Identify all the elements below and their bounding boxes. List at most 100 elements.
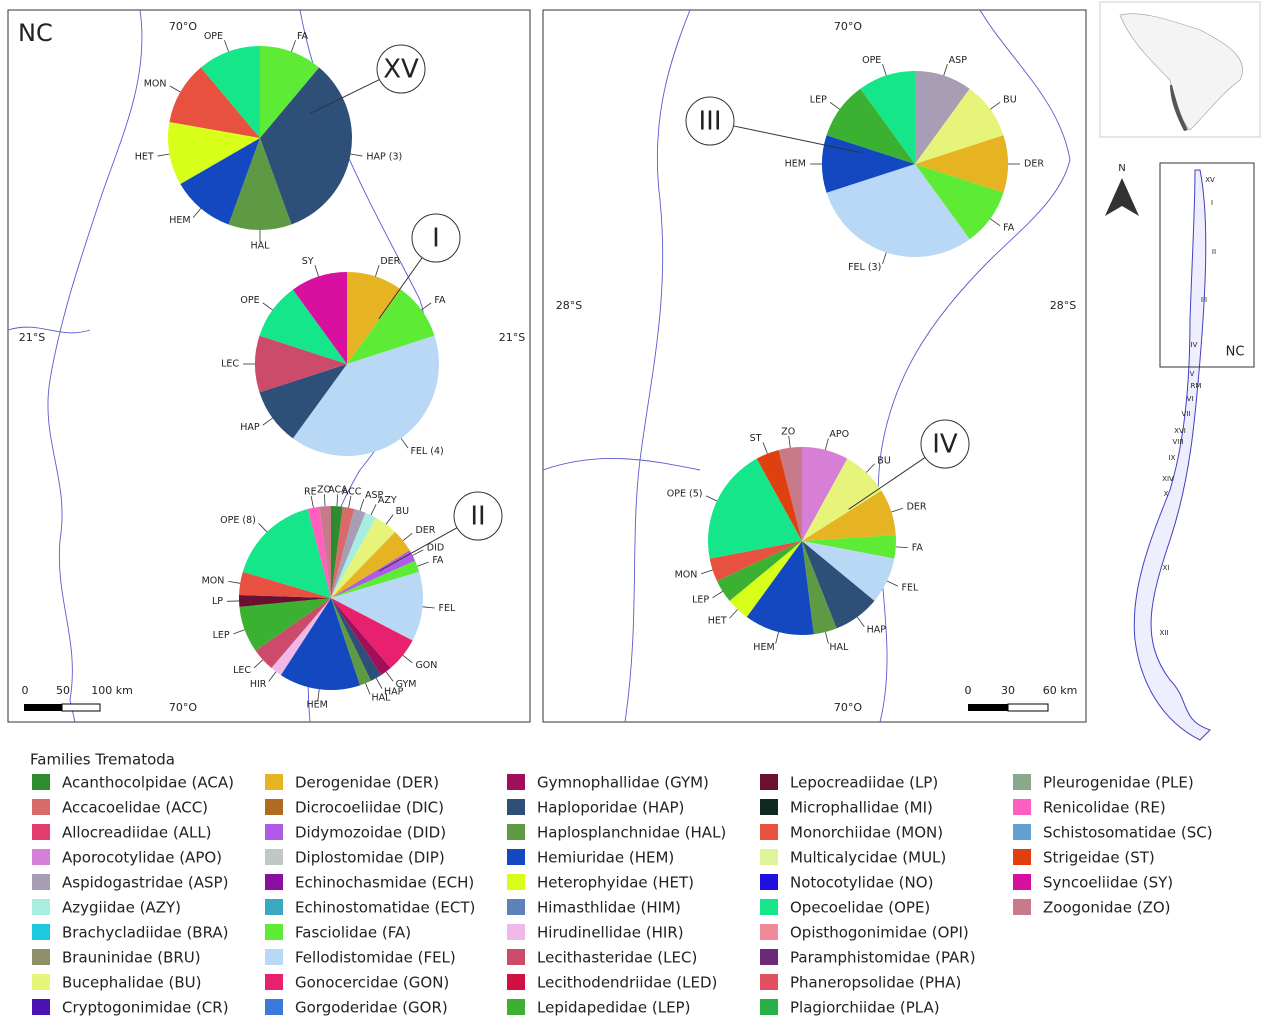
continent xyxy=(1119,13,1243,131)
legend-label: Syncoeliidae (SY) xyxy=(1043,874,1173,892)
slice-label: HAL xyxy=(251,241,271,252)
pie-slice xyxy=(168,122,260,184)
leader-line xyxy=(291,40,296,52)
slice-label: HAP xyxy=(384,687,404,698)
leader-line xyxy=(762,442,768,454)
coordinate-label: 28°S xyxy=(556,299,582,312)
slice-label: LEC xyxy=(233,665,251,676)
leader-line xyxy=(370,504,377,516)
leader-line xyxy=(824,438,829,451)
slice-label: HET xyxy=(135,151,154,162)
slice-label: ST xyxy=(750,433,762,444)
scale-bar xyxy=(61,703,101,712)
legend-swatch xyxy=(507,799,525,815)
legend-swatch xyxy=(265,924,283,940)
slice-label: HEM xyxy=(307,700,328,711)
slice-label: FA xyxy=(1003,223,1015,234)
region-label: II xyxy=(470,502,485,532)
legend-swatch xyxy=(32,899,50,915)
legend-swatch xyxy=(32,799,50,815)
pie-slice xyxy=(331,598,371,686)
legend-label: Renicolidae (RE) xyxy=(1043,799,1166,817)
scale-bar xyxy=(968,704,1008,711)
leader-line xyxy=(253,659,264,669)
leader-line xyxy=(891,507,903,513)
pie-slice xyxy=(271,598,331,676)
slice-label: APO xyxy=(829,429,849,440)
leader-line xyxy=(943,64,948,76)
slice-label: LEP xyxy=(213,630,230,641)
legend-swatch xyxy=(1013,774,1031,790)
region-name: X xyxy=(1164,490,1169,498)
leader-line xyxy=(317,689,320,702)
callout-line xyxy=(848,457,926,510)
leader-line xyxy=(824,631,829,644)
leader-line xyxy=(268,671,277,682)
leader-line xyxy=(882,252,887,264)
legend-swatch xyxy=(265,999,283,1015)
slice-label: LEP xyxy=(810,94,827,105)
slice-label: HAL xyxy=(829,642,849,653)
legend-label: Bucephalidae (BU) xyxy=(62,974,202,992)
legend-label: Gorgoderidae (GOR) xyxy=(295,999,448,1016)
leader-line xyxy=(310,495,314,508)
coordinate-label: 70°O xyxy=(834,20,862,33)
leader-line xyxy=(421,302,432,311)
pie-slice xyxy=(915,135,1008,193)
pie-slice xyxy=(259,289,347,364)
pie-slice xyxy=(239,598,331,651)
slice-label: OPE xyxy=(862,55,881,66)
pie-slice xyxy=(826,88,915,164)
region-name: XVI xyxy=(1174,427,1186,435)
leader-line xyxy=(336,494,339,507)
legend-swatch xyxy=(1013,824,1031,840)
legend-label: Lecithodendriidae (LED) xyxy=(537,974,717,992)
legend-swatch xyxy=(507,924,525,940)
region-label: XV xyxy=(383,55,419,85)
leader-line xyxy=(886,580,899,587)
region-name: VI xyxy=(1187,395,1194,403)
scale-label: 50 xyxy=(56,684,70,697)
scale-label: 30 xyxy=(1001,684,1015,697)
north-arrow xyxy=(1105,178,1139,216)
inset-box-label: NC xyxy=(1226,345,1245,360)
pie-slice xyxy=(826,164,970,257)
slice-label: HIR xyxy=(250,679,267,690)
legend-swatch xyxy=(1013,799,1031,815)
callout-line xyxy=(378,527,458,572)
pie-slice xyxy=(307,506,331,598)
pie-slice xyxy=(260,67,352,225)
region-name: VII xyxy=(1182,410,1191,418)
slice-label: DER xyxy=(415,525,435,536)
pie-slice xyxy=(802,541,837,635)
border xyxy=(7,326,91,334)
legend-swatch xyxy=(32,824,50,840)
pie-slice xyxy=(331,506,355,598)
leader-line xyxy=(788,435,791,448)
coastline xyxy=(624,9,691,723)
legend-swatch xyxy=(1013,899,1031,915)
legend-swatch xyxy=(760,899,778,915)
leader-line xyxy=(350,153,363,157)
legend-swatch xyxy=(760,999,778,1015)
pie-slice xyxy=(802,535,896,559)
region-name: I xyxy=(1211,199,1213,207)
leader-line xyxy=(712,591,723,599)
pie-slice xyxy=(347,289,435,364)
legend-swatch xyxy=(32,774,50,790)
legend-swatch xyxy=(507,899,525,915)
pie-slice xyxy=(292,272,347,364)
leader-line xyxy=(224,40,229,52)
pie-slice xyxy=(729,541,802,618)
coordinate-label: 21°S xyxy=(19,331,45,344)
pie-slice xyxy=(331,517,396,598)
region-circle xyxy=(920,419,970,469)
legend-label: Himasthlidae (HIM) xyxy=(537,899,681,917)
legend-swatch xyxy=(507,949,525,965)
slice-label: ZO xyxy=(781,426,795,437)
pie-slice xyxy=(260,46,320,138)
slice-label: HEM xyxy=(785,159,806,170)
pie-slice xyxy=(242,509,331,598)
slice-label: OPE (5) xyxy=(667,489,703,500)
pie-slice xyxy=(802,541,875,629)
